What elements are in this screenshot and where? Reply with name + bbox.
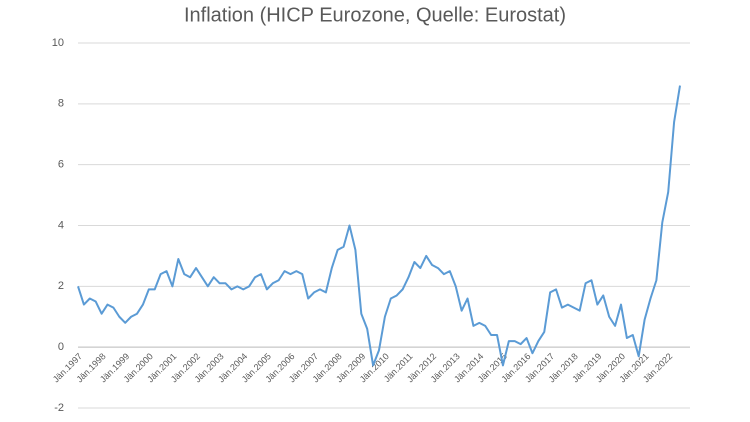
y-tick-label: 0 bbox=[58, 341, 64, 353]
chart-title: Inflation (HICP Eurozone, Quelle: Eurost… bbox=[184, 4, 566, 26]
y-tick-label: 6 bbox=[58, 159, 64, 171]
y-tick-label: 8 bbox=[58, 98, 64, 110]
y-tick-label: -2 bbox=[54, 402, 64, 414]
y-tick-label: 2 bbox=[58, 280, 64, 292]
y-tick-label: 4 bbox=[58, 219, 64, 231]
line-series bbox=[77, 85, 681, 367]
y-tick-label: 10 bbox=[52, 37, 64, 49]
